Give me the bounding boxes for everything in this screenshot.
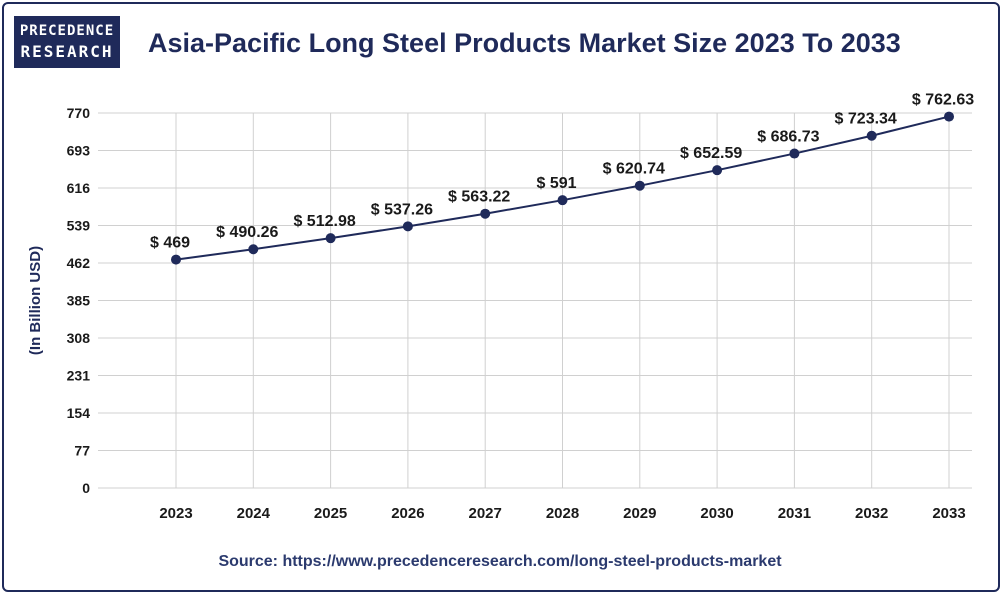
data-label: $ 563.22 — [448, 189, 510, 206]
x-tick-label: 2033 — [932, 505, 965, 522]
data-label: $ 469 — [150, 235, 190, 252]
data-point — [325, 233, 336, 244]
data-point — [402, 221, 413, 232]
data-point — [171, 254, 181, 265]
data-label: $ 512.98 — [293, 213, 355, 230]
label-layer: $ 469 $ 490.26 $ 512.98 $ 537.26 $ 563.22 $ 5… — [150, 92, 974, 252]
x-tick-label: 2026 — [391, 505, 424, 522]
y-tick-label: 770 — [67, 105, 91, 121]
data-label: $ 723.34 — [835, 111, 897, 128]
data-point — [944, 111, 954, 122]
y-axis-title: (In Billion USD) — [27, 246, 44, 355]
x-tick-label: 2024 — [237, 505, 271, 522]
x-tick-label: 2032 — [855, 505, 888, 522]
series-layer — [171, 111, 954, 265]
data-point — [866, 130, 877, 141]
grid-layer — [98, 112, 972, 489]
y-tick-label: 539 — [67, 218, 91, 234]
data-point — [634, 180, 645, 191]
y-tick-label: 462 — [67, 255, 91, 271]
data-label: $ 591 — [536, 175, 576, 192]
y-tick-label: 231 — [67, 368, 91, 384]
x-tick-label: 2030 — [700, 505, 733, 522]
data-label: $ 686.73 — [757, 129, 819, 146]
source-footnote: Source: https://www.precedenceresearch.c… — [218, 553, 782, 570]
y-tick-label: 77 — [74, 443, 90, 459]
x-tick-label: 2025 — [314, 505, 347, 522]
y-tick-label: 385 — [67, 293, 91, 309]
brand-logo: PRECEDENCE RESEARCH — [14, 16, 120, 68]
data-label: $ 490.26 — [216, 224, 278, 241]
y-tick-label: 0 — [82, 480, 90, 496]
x-tick-label: 2027 — [469, 505, 502, 522]
data-label: $ 762.63 — [912, 92, 974, 109]
x-tick-label: 2029 — [623, 505, 656, 522]
data-point — [480, 208, 491, 219]
data-label: $ 620.74 — [603, 161, 665, 178]
data-point — [248, 244, 259, 255]
data-point — [789, 148, 800, 159]
logo-line-1: PRECEDENCE — [19, 23, 115, 39]
y-tick-label: 616 — [67, 180, 91, 196]
x-tick-label: 2031 — [778, 505, 811, 522]
y-tick-label: 693 — [67, 143, 91, 159]
y-tick-label: 308 — [67, 330, 91, 346]
chart-title: Asia-Pacific Long Steel Products Market … — [148, 28, 901, 58]
axis-layer: 0 77 154 231 308 385 462 539 616 693 770 2023 2024 20… — [27, 105, 966, 522]
x-tick-label: 2028 — [546, 505, 579, 522]
y-tick-label: 154 — [67, 405, 91, 421]
data-label: $ 652.59 — [680, 145, 742, 162]
data-point — [557, 195, 568, 206]
logo-line-2: RESEARCH — [20, 42, 114, 61]
x-tick-label: 2023 — [159, 505, 192, 522]
data-label: $ 537.26 — [371, 201, 433, 218]
data-point — [712, 165, 723, 176]
